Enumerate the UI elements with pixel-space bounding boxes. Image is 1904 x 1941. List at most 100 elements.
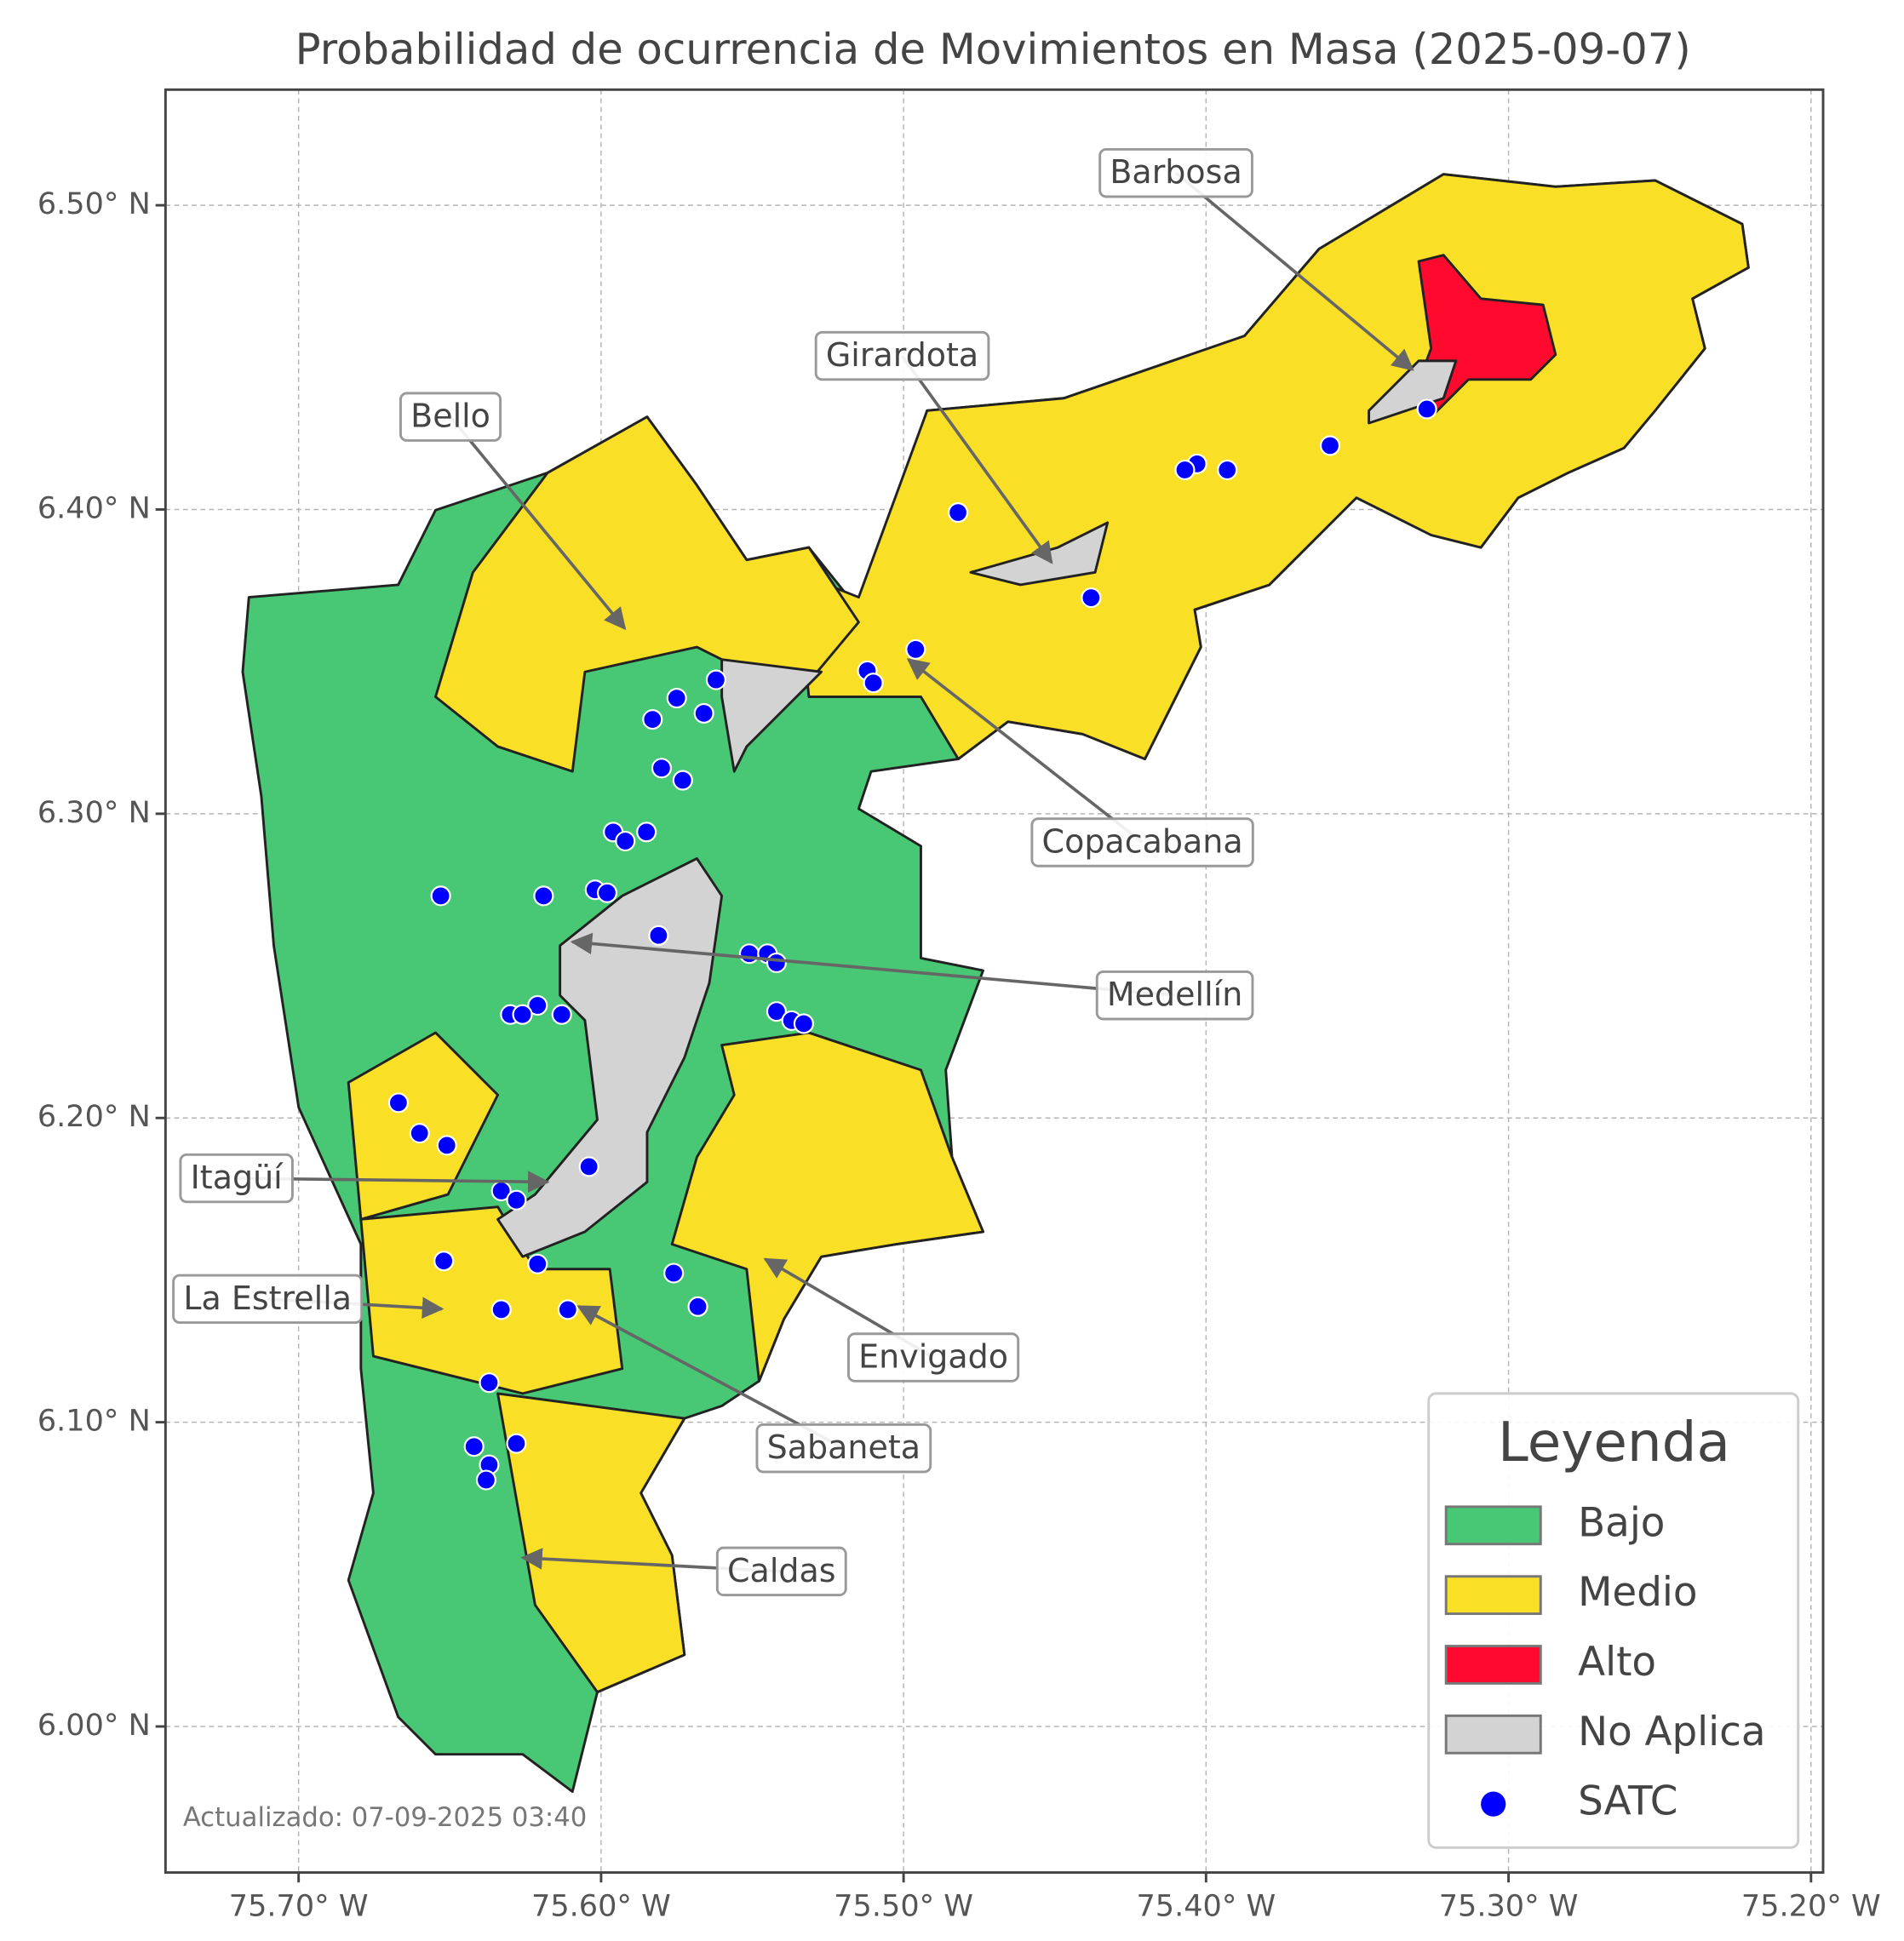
annotation-label: Copacabana — [1042, 822, 1243, 860]
y-tick-label: 6.00° N — [37, 1708, 151, 1743]
annotation-arrow — [901, 354, 1053, 564]
annotation-box — [755, 1423, 932, 1474]
annotation-box — [715, 1546, 847, 1597]
satc-station — [1217, 459, 1238, 481]
legend-label: No Aplica — [1578, 1709, 1765, 1755]
annotation-box — [1095, 970, 1254, 1021]
annotation-arrow — [1174, 171, 1414, 371]
satc-station — [533, 885, 554, 907]
satc-station — [766, 1001, 787, 1022]
annotation-box — [399, 392, 502, 442]
satc-station — [738, 943, 760, 965]
satc-station — [1319, 435, 1341, 456]
annotation-box — [172, 1274, 364, 1325]
satc-station — [527, 994, 548, 1016]
satc-station — [430, 885, 451, 907]
satc-station — [687, 1296, 708, 1317]
region-no-aplica — [496, 857, 724, 1258]
satc-station — [436, 1135, 457, 1156]
annotation-label: Medellín — [1107, 976, 1242, 1013]
legend-swatch — [1444, 1575, 1542, 1616]
satc-station — [1174, 459, 1196, 481]
satc-station — [1416, 398, 1437, 420]
annotation-arrow — [906, 658, 1144, 844]
legend-swatch — [1444, 1714, 1542, 1755]
region-medio — [434, 415, 860, 773]
annotation-box — [846, 1332, 1020, 1383]
satc-station — [463, 1436, 485, 1457]
y-tick-label: 6.20° N — [37, 1099, 151, 1134]
legend-title: Leyenda — [1498, 1411, 1730, 1474]
x-tick-label: 75.50° W — [834, 1888, 973, 1923]
annotation-label: Girardota — [826, 336, 978, 374]
legend-label: Alto — [1578, 1640, 1656, 1686]
legend-marker — [1481, 1791, 1506, 1817]
satc-station — [557, 1299, 578, 1320]
satc-station — [433, 1251, 455, 1272]
region-medio — [496, 1392, 686, 1694]
x-tick-label: 75.30° W — [1439, 1888, 1579, 1923]
x-tick-label: 75.70° W — [229, 1888, 369, 1923]
legend-swatch — [1444, 1645, 1542, 1685]
y-tick-label: 6.40° N — [37, 490, 151, 525]
satc-station — [948, 502, 969, 524]
x-tick-label: 75.60° W — [531, 1888, 671, 1923]
satc-station — [490, 1299, 512, 1320]
annotation-label: Envigado — [858, 1337, 1008, 1375]
y-tick-label: 6.30° N — [37, 795, 151, 830]
satc-station — [409, 1123, 430, 1144]
satc-station — [663, 1263, 685, 1284]
footnote: Actualizado: 07-09-2025 03:40 — [183, 1803, 587, 1833]
annotation-label: Sabaneta — [767, 1429, 920, 1466]
annotation-label: Itagüí — [191, 1159, 284, 1196]
region-medio — [794, 173, 1750, 761]
annotation-label: La Estrella — [183, 1280, 352, 1317]
satc-station — [636, 822, 657, 843]
region-medio — [670, 1031, 984, 1383]
legend: Leyenda Bajo Medio Alto No Aplica SATC — [1427, 1392, 1800, 1849]
satc-station — [648, 925, 669, 946]
annotation-box — [1098, 147, 1253, 198]
satc-station — [387, 1092, 409, 1114]
satc-station — [506, 1433, 527, 1454]
satc-station — [551, 1004, 572, 1025]
satc-station — [651, 758, 672, 779]
map-title: Probabilidad de ocurrencia de Movimiento… — [295, 25, 1691, 74]
satc-station — [506, 1189, 527, 1211]
legend-label: SATC — [1578, 1779, 1677, 1825]
annotation-arrow — [449, 415, 627, 631]
annotation-label: Bello — [410, 398, 490, 435]
satc-station — [527, 1253, 548, 1274]
legend-label: Bajo — [1578, 1500, 1665, 1546]
satc-station — [863, 673, 884, 694]
satc-station — [512, 1004, 533, 1025]
y-tick-label: 6.50° N — [37, 186, 151, 221]
legend-swatch — [1444, 1505, 1542, 1546]
satc-station — [705, 669, 726, 690]
satc-station — [578, 1156, 599, 1177]
satc-station — [793, 1013, 814, 1034]
satc-station — [615, 830, 636, 852]
annotation-label: Barbosa — [1110, 153, 1242, 191]
satc-station — [1081, 587, 1102, 609]
satc-station — [642, 709, 663, 730]
annotation-box — [1030, 817, 1254, 867]
y-tick-label: 6.10° N — [37, 1404, 151, 1439]
annotation-box — [179, 1153, 294, 1204]
x-tick-label: 75.40° W — [1136, 1888, 1276, 1923]
satc-station — [766, 952, 787, 974]
satc-station — [596, 882, 618, 903]
annotation-label: Caldas — [727, 1552, 836, 1589]
satc-station — [666, 688, 687, 709]
satc-station — [475, 1469, 496, 1491]
region-no-aplica — [720, 658, 823, 773]
satc-station — [672, 770, 693, 791]
axes-frame — [163, 88, 1825, 1875]
legend-label: Medio — [1578, 1570, 1697, 1616]
satc-station — [905, 638, 926, 660]
satc-station — [479, 1372, 500, 1394]
satc-station — [693, 702, 714, 724]
annotation-box — [814, 330, 990, 381]
region-layer — [241, 173, 1750, 1794]
